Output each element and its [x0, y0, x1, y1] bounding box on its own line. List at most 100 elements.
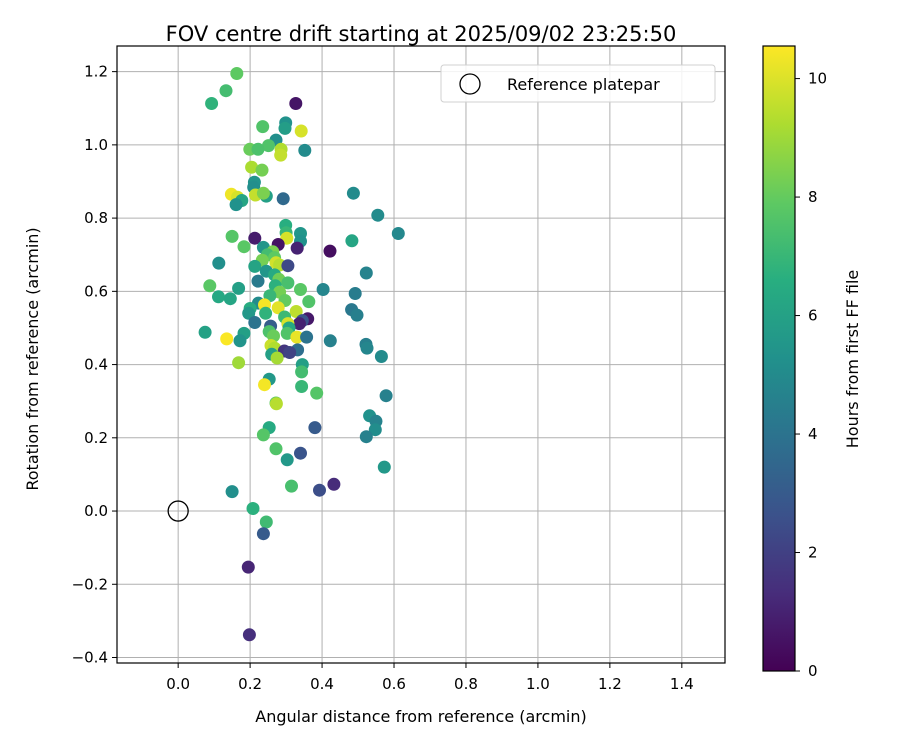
scatter-point — [270, 351, 284, 365]
scatter-point — [258, 378, 271, 392]
scatter-point — [294, 446, 307, 460]
chart-title: FOV centre drift starting at 2025/09/02 … — [166, 22, 677, 46]
scatter-point — [256, 186, 270, 200]
scatter-point — [281, 259, 295, 273]
scatter-point — [232, 281, 246, 295]
scatter-points — [198, 67, 405, 642]
colorbar-ticks: 0 2 4 6 8 10 — [795, 70, 827, 680]
scatter-point — [276, 192, 290, 206]
colorbar — [762, 45, 796, 672]
scatter-point — [345, 234, 359, 248]
y-tick-label: 0.8 — [84, 209, 108, 227]
scatter-point — [259, 515, 273, 529]
x-axis-label: Angular distance from reference (arcmin) — [255, 707, 586, 726]
colorbar-tick-label: 10 — [808, 70, 827, 88]
scatter-point — [242, 628, 256, 642]
y-tick-label: 0.0 — [84, 502, 108, 520]
scatter-point — [302, 295, 316, 309]
scatter-point — [256, 527, 270, 541]
x-tick-label: 1.2 — [598, 675, 622, 693]
scatter-point — [256, 428, 270, 442]
colorbar-tick-label: 6 — [808, 307, 818, 325]
reference-point-marker — [167, 500, 189, 522]
scatter-point — [374, 350, 388, 363]
scatter-point — [379, 389, 393, 403]
scatter-point — [289, 305, 303, 318]
y-tick-label: 1.0 — [84, 136, 108, 154]
colorbar-tick-label: 0 — [808, 662, 818, 680]
scatter-point — [229, 198, 243, 212]
scatter-point — [327, 477, 341, 491]
scatter-point — [219, 84, 233, 98]
scatter-point — [290, 241, 304, 255]
scatter-point — [256, 120, 270, 134]
scatter-point — [251, 274, 265, 288]
y-tick-label: −0.2 — [72, 575, 108, 593]
x-tick-label: 0.2 — [238, 675, 262, 693]
scatter-point — [205, 97, 219, 110]
scatter-point — [391, 227, 405, 240]
colorbar-label: Hours from first FF file — [843, 270, 862, 449]
scatter-point — [371, 208, 385, 222]
scatter-point — [269, 442, 283, 456]
y-tick-label: −0.4 — [72, 649, 108, 667]
scatter-point — [281, 276, 295, 290]
scatter-point — [316, 283, 330, 296]
scatter-point — [248, 316, 262, 329]
y-tick-label: 0.6 — [84, 282, 108, 300]
y-tick-label: 0.4 — [84, 356, 108, 374]
scatter-point — [323, 244, 337, 258]
scatter-point — [230, 67, 244, 80]
scatter-point — [292, 317, 306, 331]
scatter-point — [248, 231, 262, 245]
scatter-point — [203, 279, 217, 293]
colorbar-tick-label: 8 — [808, 188, 818, 206]
scatter-point — [359, 430, 373, 444]
scatter-point — [233, 334, 247, 348]
scatter-point — [246, 502, 260, 515]
y-tick-label: 1.2 — [84, 63, 108, 81]
scatter-point — [310, 386, 324, 400]
x-tick-label: 0.0 — [166, 675, 190, 693]
scatter-point — [348, 287, 362, 300]
scatter-point — [295, 380, 309, 393]
scatter-point — [360, 341, 374, 355]
scatter-point — [323, 334, 337, 348]
scatter-point — [350, 308, 364, 322]
scatter-point — [298, 143, 312, 157]
scatter-point — [295, 365, 309, 379]
scatter-point — [242, 306, 256, 320]
legend: Reference platepar — [440, 64, 716, 103]
scatter-point — [271, 301, 285, 315]
scatter-point — [241, 560, 255, 574]
scatter-point — [232, 356, 246, 370]
x-tick-label: 0.6 — [382, 675, 406, 693]
colorbar-tick-label: 2 — [808, 544, 818, 562]
scatter-point — [308, 421, 322, 435]
x-tick-label: 0.8 — [454, 675, 478, 693]
grid — [117, 46, 725, 663]
scatter-point — [290, 330, 304, 344]
scatter-point — [198, 325, 212, 339]
x-tick-label: 0.4 — [310, 675, 334, 693]
y-tick-label: 0.2 — [84, 429, 108, 447]
scatter-point — [274, 148, 288, 162]
scatter-point — [300, 330, 314, 344]
y-axis-label: Rotation from reference (arcmin) — [23, 227, 42, 490]
scatter-point — [237, 240, 251, 254]
scatter-point — [225, 485, 239, 499]
scatter-point — [212, 290, 225, 304]
x-tick-label: 1.4 — [670, 675, 694, 693]
scatter-point — [225, 229, 239, 243]
scatter-point — [220, 332, 234, 346]
scatter-point — [223, 292, 237, 306]
scatter-point — [368, 423, 382, 437]
legend-label: Reference platepar — [507, 75, 660, 94]
colorbar-tick-label: 4 — [808, 425, 818, 443]
scatter-point — [259, 306, 273, 320]
scatter-point — [212, 256, 226, 270]
y-axis-ticks: −0.4 −0.2 0.0 0.2 0.4 0.6 0.8 1.0 1.2 — [72, 63, 117, 667]
scatter-point — [313, 483, 326, 497]
